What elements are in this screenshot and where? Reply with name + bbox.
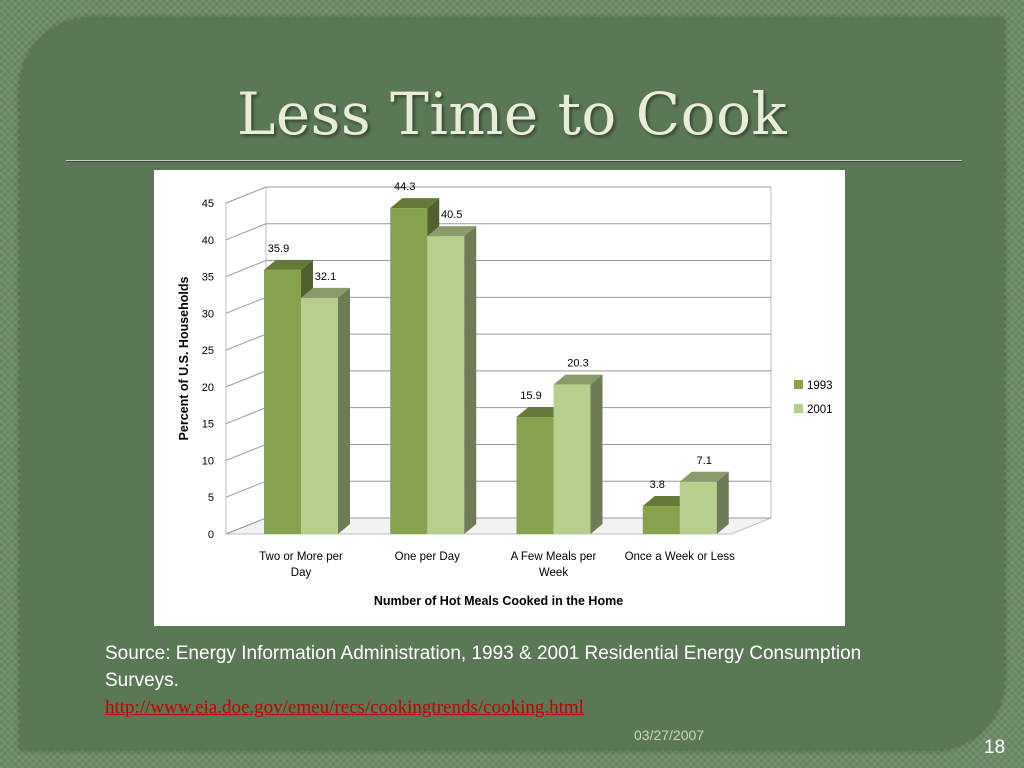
bar-top-1993-0 [264, 259, 313, 270]
source-note: Source: Energy Information Administratio… [105, 640, 905, 721]
data-label: 3.8 [650, 479, 665, 491]
y-tick-label: 15 [202, 419, 214, 431]
bar-2001-3 [679, 481, 717, 534]
bar-2001-1 [427, 236, 465, 534]
y-tick-label: 30 [202, 308, 214, 320]
data-label: 35.9 [268, 243, 289, 255]
bar-top-2001-1 [427, 226, 477, 237]
bar-side-2001-0 [338, 287, 350, 534]
chart-svg: 0 5 10 15 20 25 30 35 40 45 35.9 32.1 Two or More pe… [177, 181, 833, 608]
source-link[interactable]: http://www.eia.doe.gov/emeu/recs/cooking… [105, 697, 584, 718]
bar-side-2001-1 [464, 226, 477, 534]
data-label: 32.1 [315, 271, 336, 283]
y-tick-label: 0 [208, 529, 214, 541]
gridline-40 [225, 223, 771, 241]
bar-top-2001-2 [553, 374, 603, 385]
bar-top-1993-3 [642, 496, 692, 507]
bar-top-2001-3 [679, 471, 729, 482]
x-tick-label: One per Day [395, 551, 460, 563]
x-axis-title: Number of Hot Meals Cooked in the Home [374, 594, 623, 608]
legend-label: 2001 [807, 404, 833, 416]
y-tick-label: 5 [208, 492, 214, 504]
y-tick-label: 10 [202, 455, 214, 467]
slide-date: 03/27/2007 [634, 727, 705, 743]
bar-1993-1 [390, 208, 428, 534]
slide-number: 18 [984, 737, 1006, 758]
bar-1993-2 [516, 417, 554, 534]
y-tick-label: 40 [202, 235, 214, 247]
y-axis-title: Percent of U.S. Households [177, 276, 191, 440]
bar-2001-2 [553, 384, 591, 534]
source-text: Source: Energy Information Administratio… [105, 643, 862, 691]
bar-2001-0 [301, 297, 338, 534]
data-label: 15.9 [520, 390, 541, 402]
bar-side-2001-3 [716, 471, 729, 534]
y-tick-label: 45 [202, 198, 214, 210]
title-divider [66, 160, 962, 161]
bar-top-1993-1 [390, 198, 440, 209]
bar-top-1993-2 [516, 407, 566, 418]
y-tick-label: 25 [202, 345, 214, 357]
legend-label: 1993 [807, 380, 833, 392]
x-tick-label: Day [291, 567, 312, 579]
gridline-35 [225, 260, 771, 278]
x-tick-label: Week [539, 567, 568, 579]
data-label: 44.3 [394, 181, 415, 193]
x-tick-label: Two or More per [259, 551, 343, 563]
data-label: 20.3 [567, 358, 588, 370]
x-tick-label: Once a Week or Less [625, 551, 736, 563]
data-label: 7.1 [697, 455, 712, 467]
slide-title: Less Time to Cook [236, 80, 788, 148]
gridline-45 [225, 186, 771, 204]
legend-swatch-1993 [794, 380, 803, 389]
y-tick-label: 35 [202, 272, 214, 284]
bar-side-2001-2 [590, 374, 603, 534]
bar-1993-0 [264, 269, 301, 534]
bar-chart: 0 5 10 15 20 25 30 35 40 45 35.9 32.1 Two or More pe… [154, 170, 845, 626]
x-tick-label: A Few Meals per [511, 551, 597, 563]
bar-top-2001-0 [301, 287, 350, 298]
bar-1993-3 [642, 506, 680, 534]
y-tick-label: 20 [202, 382, 214, 394]
legend-swatch-2001 [794, 404, 803, 413]
data-label: 40.5 [441, 209, 462, 221]
